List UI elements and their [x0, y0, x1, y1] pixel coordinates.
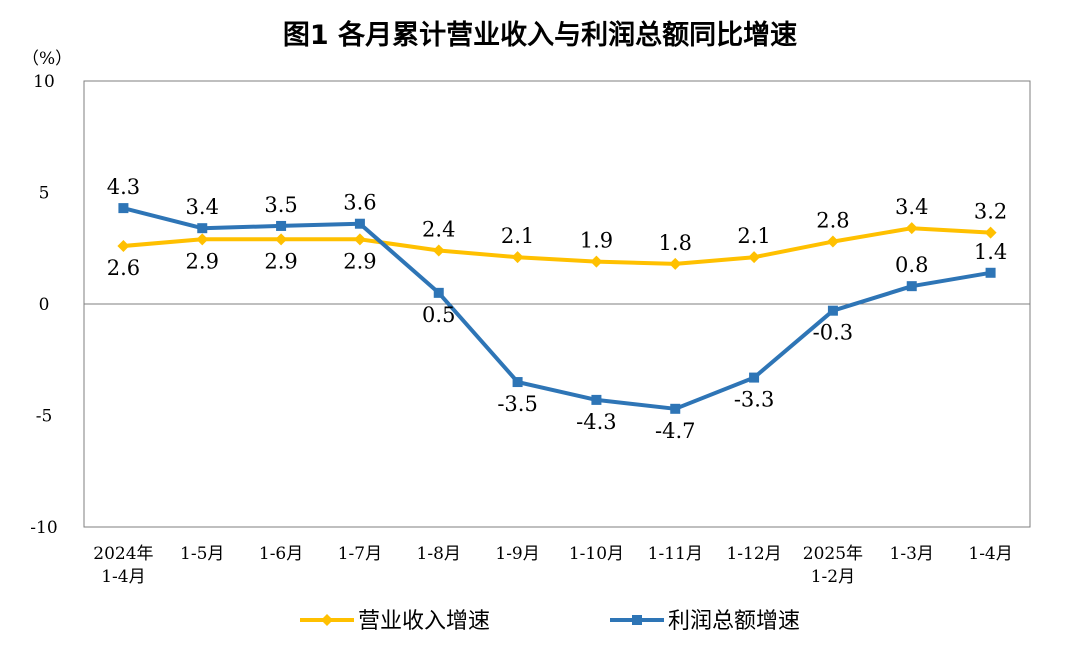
x-tick-label: 1-8月: [417, 544, 461, 564]
data-label: 1.8: [659, 231, 692, 255]
data-point: [905, 222, 918, 235]
data-point: [197, 223, 208, 234]
data-point: [670, 403, 681, 414]
legend-label: 利润总额增速: [668, 609, 800, 634]
data-point: [354, 218, 365, 229]
x-tick-label: 2024年: [93, 544, 153, 564]
data-point: [827, 305, 838, 316]
legend-marker: [632, 615, 642, 625]
data-point: [748, 251, 761, 264]
legend-item: 营业收入增速: [300, 609, 490, 634]
data-point: [512, 377, 523, 388]
legend-item: 利润总额增速: [610, 609, 800, 634]
data-label: 2.9: [186, 249, 219, 273]
data-point: [985, 267, 996, 278]
x-tick-label: 1-4月: [968, 544, 1012, 564]
data-point: [669, 257, 682, 270]
data-point: [984, 226, 997, 239]
data-point: [906, 281, 917, 292]
series-line: [122, 206, 991, 411]
x-tick-label: 1-9月: [495, 544, 539, 564]
data-label: 0.5: [422, 303, 455, 327]
x-tick-label: 1-5月: [180, 544, 224, 564]
data-point: [590, 255, 603, 268]
data-point: [826, 235, 839, 248]
x-tick-label: 2025年: [803, 544, 863, 564]
data-point: [433, 287, 444, 298]
y-axis-unit-label: （%）: [22, 49, 72, 69]
y-tick-label: 5: [39, 184, 50, 204]
legend-label: 营业收入增速: [358, 609, 490, 634]
data-label: 4.3: [107, 175, 140, 199]
data-point: [118, 203, 129, 214]
data-point: [749, 372, 760, 383]
data-point: [591, 394, 602, 405]
data-point: [276, 220, 287, 231]
series-profit: 4.3 3.4 3.5 3.6 0.5 -3.5 -4.3 -4.7 -3.3 -0.3 0.8 1.…: [107, 175, 1008, 443]
x-tick-label: 1-6月: [259, 544, 303, 564]
data-point: [511, 251, 524, 264]
x-tick-label: 1-3月: [890, 544, 934, 564]
chart-title: 图1 各月累计营业收入与利润总额同比增速: [283, 19, 797, 51]
series-line: [123, 226, 991, 266]
data-label: 1.9: [580, 229, 613, 253]
data-label: 3.5: [264, 193, 297, 217]
data-label: 2.1: [737, 224, 770, 248]
y-tick-label: -10: [30, 518, 57, 538]
data-label: -4.3: [576, 410, 617, 434]
data-label: 2.9: [264, 249, 297, 273]
data-point: [432, 244, 445, 257]
data-label: 1.4: [974, 240, 1007, 264]
x-tick-label: 1-10月: [569, 544, 624, 564]
legend-marker: [321, 614, 333, 626]
series-layer: 2.6 2.9 2.9 2.9 2.4 2.1 1.9 1.8 2.1 2.8 3.4 3.2 4.3 3…: [107, 175, 1008, 443]
data-label: -4.7: [655, 419, 696, 443]
x-tick-label: 1-7月: [338, 544, 382, 564]
y-tick-label: -5: [36, 407, 53, 427]
data-point: [196, 233, 209, 246]
data-label: 3.4: [895, 195, 928, 219]
legend: 营业收入增速 利润总额增速: [300, 609, 800, 634]
x-tick-label: 1-2月: [811, 567, 855, 587]
data-label: 2.9: [343, 249, 376, 273]
data-label: 3.2: [974, 200, 1007, 224]
data-label: 3.6: [343, 191, 376, 215]
y-tick-label: 0: [39, 295, 50, 315]
data-label: 2.1: [501, 224, 534, 248]
data-label: 0.8: [895, 253, 928, 277]
series-revenue: 2.6 2.9 2.9 2.9 2.4 2.1 1.9 1.8 2.1 2.8 3.4 3.2: [107, 195, 1008, 280]
x-axis-ticks: 2024年 1-4月 1-5月 1-6月 1-7月 1-8月 1-9月 1-10月 1-11月 1…: [93, 544, 1012, 587]
data-label: 2.8: [816, 209, 849, 233]
data-label: 3.4: [186, 195, 219, 219]
x-tick-label: 1-11月: [648, 544, 703, 564]
y-axis-ticks: 10 5 0 -5 -10: [30, 72, 57, 538]
data-point: [353, 233, 366, 246]
x-tick-label: 1-12月: [726, 544, 781, 564]
data-label: -0.3: [813, 321, 854, 345]
data-label: 2.6: [107, 256, 140, 280]
data-point: [275, 233, 288, 246]
data-label: -3.3: [734, 388, 775, 412]
data-point: [117, 240, 130, 253]
data-label: -3.5: [497, 392, 538, 416]
y-tick-label: 10: [33, 72, 55, 92]
data-label: 2.4: [422, 217, 455, 241]
x-tick-label: 1-4月: [101, 567, 145, 587]
